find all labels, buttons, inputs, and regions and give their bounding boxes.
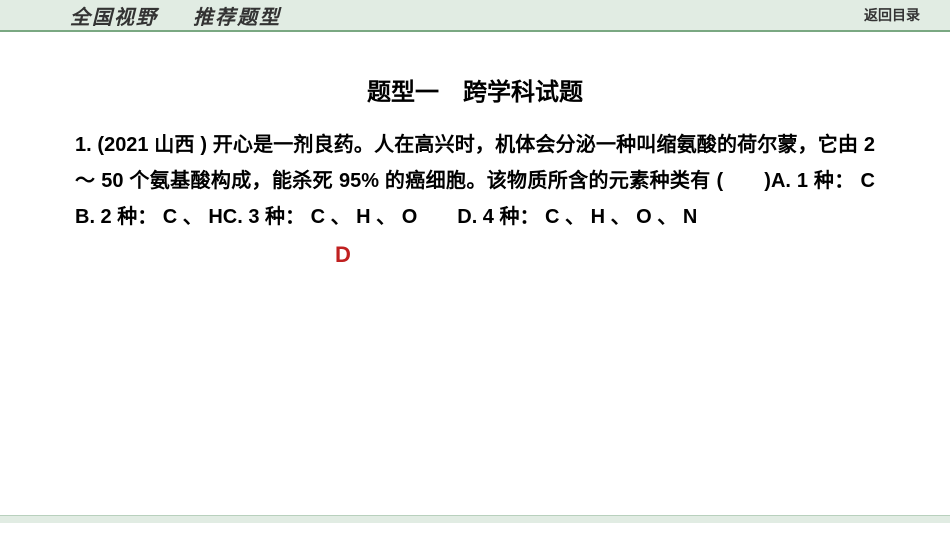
back-link[interactable]: 返回目录: [864, 5, 920, 25]
question-text: 1. (2021 山西 ) 开心是一剂良药。人在高兴时，机体会分泌一种叫缩氨酸的…: [75, 127, 875, 235]
header-part2: 推荐题型: [193, 7, 281, 29]
header-part1: 全国视野: [70, 7, 158, 29]
header-bar: 全国视野 推荐题型 返回目录: [0, 0, 950, 32]
content-area: 1. (2021 山西 ) 开心是一剂良药。人在高兴时，机体会分泌一种叫缩氨酸的…: [0, 107, 950, 235]
header-title: 全国视野 推荐题型: [70, 1, 281, 30]
section-title: 题型一 跨学科试题: [0, 72, 950, 107]
answer-mark: D: [335, 235, 351, 275]
footer-bar: [0, 515, 950, 523]
